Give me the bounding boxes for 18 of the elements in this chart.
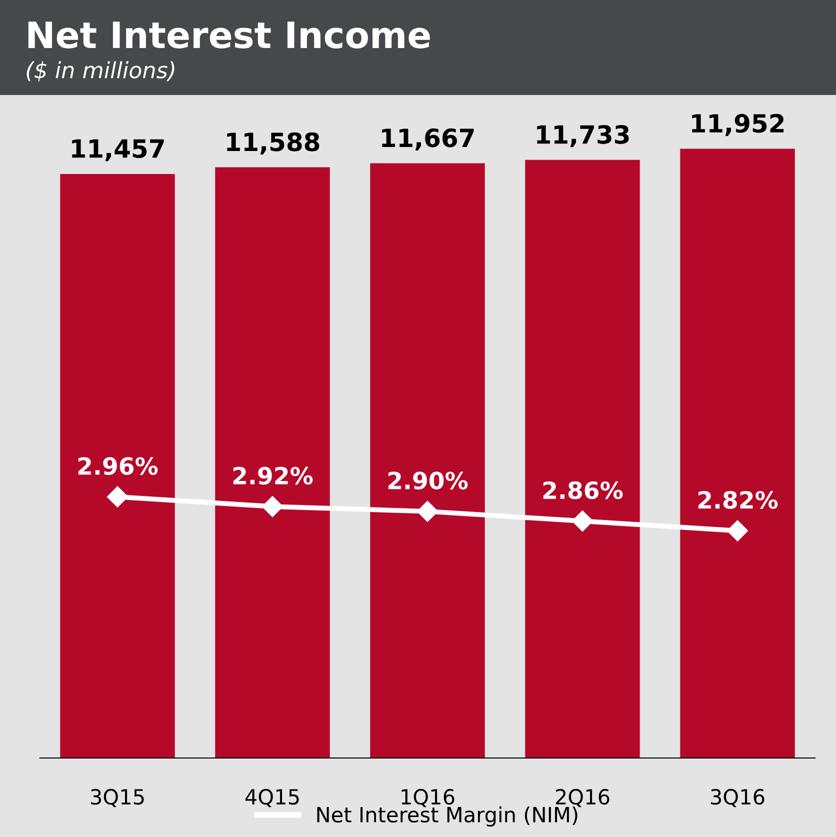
data-label: 11,952 [692,114,784,136]
x-tick-label: 1Q16 [402,788,454,808]
x-tick-label: 4Q15 [245,788,299,808]
x-tick-label: 3Q16 [711,788,764,808]
data-label: 2.92% [233,466,313,485]
legend-label: Net Interest Margin (NIM) [317,806,578,827]
data-label: 11,588 [227,132,320,155]
data-label: 2.90% [388,472,468,490]
chart-subtitle: ($ in millions) [26,61,174,82]
chart-title: Net Interest Income [28,22,430,48]
data-label: 11,733 [537,125,629,148]
data-label: 2.96% [78,457,158,475]
data-label: 2.82% [698,491,778,509]
data-label: 11,457 [72,139,164,162]
data-label: 11,667 [382,128,474,151]
data-label: 2.86% [543,481,623,500]
x-tick-label: 2Q16 [556,788,610,808]
x-tick-label: 3Q15 [91,788,144,808]
